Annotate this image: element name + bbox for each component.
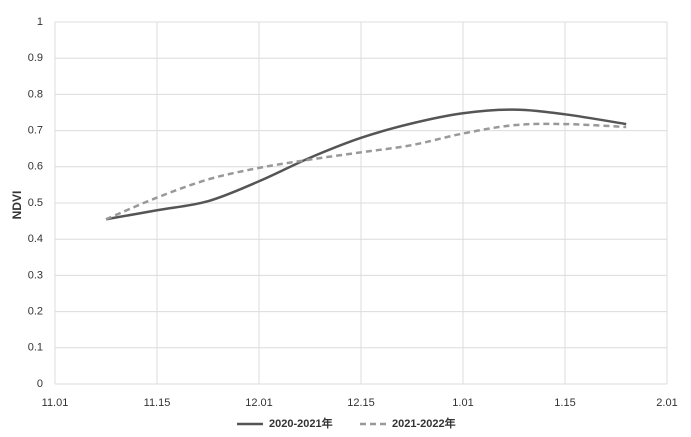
y-tick-label: 0.4	[28, 233, 43, 245]
y-tick-label: 1	[37, 16, 43, 28]
y-tick-label: 0.1	[28, 342, 43, 354]
y-tick-label: 0.7	[28, 125, 43, 137]
y-tick-label: 0.2	[28, 306, 43, 318]
x-tick-label: 12.15	[347, 397, 375, 409]
y-tick-label: 0.5	[28, 197, 43, 209]
series-line	[105, 122, 627, 221]
series-line	[105, 108, 627, 221]
x-tick-label: 11.15	[144, 397, 171, 409]
x-tick-label: 2.01	[656, 397, 677, 409]
x-tick-label: 1.15	[554, 397, 575, 409]
y-tick-label: 0.3	[28, 269, 43, 281]
x-tick-label: 11.01	[42, 397, 69, 409]
legend-label: 2020-2021年	[269, 416, 333, 430]
y-tick-label: 0.9	[28, 52, 43, 64]
x-tick-label: 12.01	[245, 397, 273, 409]
y-axis-label: NDVI	[10, 191, 24, 220]
y-tick-label: 0.6	[28, 161, 43, 173]
legend-label: 2021-2022年	[392, 416, 456, 430]
x-tick-label: 1.01	[452, 397, 473, 409]
y-tick-label: 0.8	[28, 88, 43, 100]
y-tick-label: 0	[37, 378, 43, 390]
